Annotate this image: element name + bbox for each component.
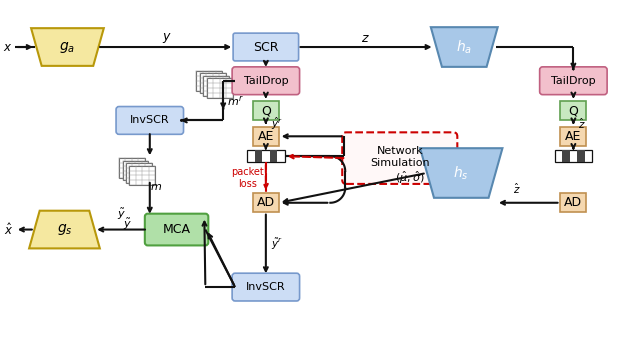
Text: $m$: $m$ [150, 182, 162, 192]
Text: $\hat{z}$: $\hat{z}$ [513, 182, 521, 196]
Text: SCR: SCR [253, 40, 278, 54]
Polygon shape [431, 27, 498, 67]
Bar [119, 158, 145, 178]
Text: Q: Q [261, 104, 271, 117]
Text: Simulation: Simulation [370, 158, 429, 168]
Text: AE: AE [565, 130, 582, 143]
Text: $z$: $z$ [361, 32, 369, 45]
Bar [253, 193, 279, 212]
Text: MCA: MCA [163, 223, 191, 236]
Polygon shape [31, 28, 104, 66]
FancyBboxPatch shape [233, 33, 299, 61]
Text: $g_s$: $g_s$ [56, 222, 72, 237]
Text: $h_a$: $h_a$ [456, 38, 472, 56]
Text: AD: AD [564, 196, 582, 209]
Bar [200, 73, 226, 93]
FancyBboxPatch shape [540, 67, 607, 95]
Text: Q: Q [568, 104, 579, 117]
Bar [561, 127, 586, 146]
Text: Network: Network [376, 146, 423, 156]
Text: $\hat{z}$: $\hat{z}$ [579, 116, 586, 130]
FancyBboxPatch shape [232, 67, 300, 95]
Bar [554, 150, 592, 162]
Bar [577, 150, 585, 162]
Text: AD: AD [257, 196, 275, 209]
Text: $(\hat{\mu},\hat{\sigma})$: $(\hat{\mu},\hat{\sigma})$ [395, 170, 424, 186]
Polygon shape [29, 211, 100, 248]
Text: $\tilde{y}^r$: $\tilde{y}^r$ [271, 237, 283, 253]
FancyBboxPatch shape [145, 214, 208, 245]
Text: packet
loss: packet loss [232, 167, 264, 189]
Text: $m^r$: $m^r$ [227, 95, 244, 108]
Text: $g_a$: $g_a$ [60, 40, 76, 55]
Text: InvSCR: InvSCR [246, 282, 285, 292]
Bar [253, 127, 279, 146]
Text: AE: AE [258, 130, 274, 143]
Bar [562, 150, 570, 162]
Bar [207, 78, 232, 98]
Text: $\hat{x}$: $\hat{x}$ [4, 222, 13, 238]
Text: $\hat{y}^r$: $\hat{y}^r$ [271, 115, 283, 132]
FancyBboxPatch shape [116, 106, 184, 134]
Text: $\tilde{y}$: $\tilde{y}$ [116, 206, 125, 222]
Bar [126, 163, 152, 183]
FancyBboxPatch shape [342, 132, 458, 184]
Bar [247, 150, 285, 162]
Bar [269, 150, 277, 162]
Bar [561, 101, 586, 120]
Bar [122, 161, 148, 181]
Bar [204, 76, 229, 96]
Polygon shape [420, 148, 502, 198]
Bar [255, 150, 262, 162]
Text: InvSCR: InvSCR [130, 116, 170, 125]
Text: TailDrop: TailDrop [244, 76, 288, 86]
Bar [196, 71, 222, 91]
Bar [561, 193, 586, 212]
FancyBboxPatch shape [232, 273, 300, 301]
Text: $x$: $x$ [3, 40, 12, 54]
Bar [253, 101, 279, 120]
Text: TailDrop: TailDrop [551, 76, 596, 86]
Text: $h_s$: $h_s$ [454, 164, 469, 182]
Text: $y$: $y$ [162, 31, 172, 45]
Text: $\tilde{y}$: $\tilde{y}$ [123, 217, 132, 232]
Bar [129, 166, 156, 185]
